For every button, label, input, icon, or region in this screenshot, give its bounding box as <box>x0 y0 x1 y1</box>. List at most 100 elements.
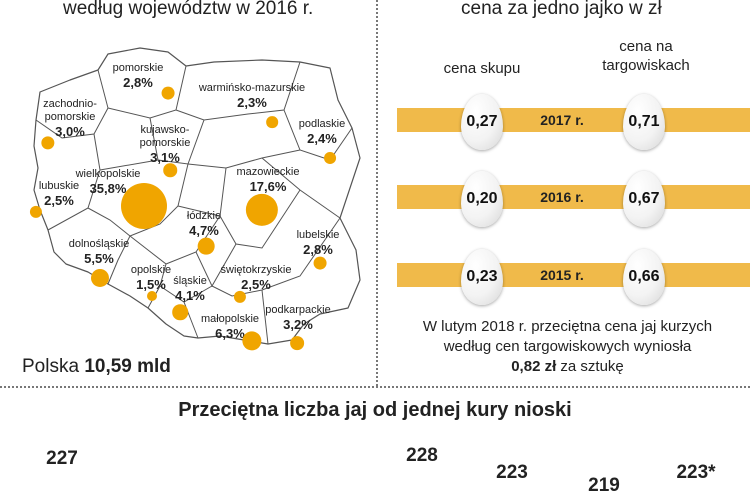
region-value: 2,5% <box>241 277 271 292</box>
region-bubble-zachodnio-pomorskie <box>41 136 55 150</box>
horizontal-divider <box>0 386 750 388</box>
region-name: lubelskie <box>296 229 340 241</box>
price-row-band <box>397 185 750 209</box>
price-row-year: 2015 r. <box>540 267 584 283</box>
region-label-mazowieckie: mazowieckie 17,6% <box>237 166 300 194</box>
region-value: 2,4% <box>307 131 337 146</box>
region-name: dolnośląskie <box>68 238 130 250</box>
region-name: podkarpackie <box>265 304 331 316</box>
poland-map <box>0 40 376 380</box>
price-note-line3: 0,82 zł za sztukę <box>385 357 750 377</box>
price-panel-header: cena za jedno jajko w zł <box>461 0 662 19</box>
region-name-line1: zachodnio- <box>43 98 97 110</box>
region-bubble-pomorskie <box>161 86 175 100</box>
egg-skup-value: 0,23 <box>461 249 503 305</box>
bottom-chart-title: Przeciętna liczba jaj od jednej kury nio… <box>178 399 572 421</box>
price-row-year: 2017 r. <box>540 112 584 128</box>
region-label-podkarpackie: podkarpackie 3,2% <box>265 304 330 332</box>
region-label-podlaskie: podlaskie 2,4% <box>299 118 345 146</box>
region-bubble--dzkie <box>197 237 215 255</box>
region-value: 5,5% <box>84 251 114 266</box>
bar-value-label: 223* <box>676 461 716 483</box>
region-bubble-ma-opolskie <box>242 331 262 351</box>
region-value: 1,5% <box>136 277 166 292</box>
price-note: W lutym 2018 r. przeciętna cena jaj kurz… <box>385 317 750 377</box>
bar-value-label: 219 <box>588 474 620 496</box>
region-name: mazowieckie <box>236 166 300 178</box>
egg-targ-value: 0,67 <box>623 171 665 227</box>
region-name: świętokrzyskie <box>220 264 292 276</box>
col-targ-header: cena na targowiskach <box>602 37 690 75</box>
region-label-wielkopolskie: wielkopolskie 35,8% <box>76 168 141 196</box>
region-bubble-wielkopolskie <box>121 183 167 229</box>
region-bubble-dolno-l-skie <box>90 268 110 288</box>
region-label-ma-opolskie: małopolskie 6,3% <box>201 313 259 341</box>
region-value: 3,0% <box>55 124 85 139</box>
col-targ-header-line2: targowiskach <box>602 57 690 74</box>
region-name: wielkopolskie <box>75 168 141 180</box>
price-note-tail: za sztukę <box>556 358 624 375</box>
egg-skup-value: 0,27 <box>461 94 503 150</box>
region-name-line2: pomorskie <box>139 137 191 149</box>
col-skup-header: cena skupu <box>443 60 521 77</box>
region-value: 17,6% <box>249 179 287 194</box>
region-bubble-opolskie <box>147 291 157 301</box>
region-value: 35,8% <box>89 181 127 196</box>
egg-targ-value: 0,71 <box>623 94 665 150</box>
region-label-pomorskie: pomorskie 2,8% <box>113 62 164 90</box>
map-panel-header: według województw w 2016 r. <box>63 0 314 19</box>
region-value: 2,3% <box>237 95 267 110</box>
region-value: 4,7% <box>189 223 219 238</box>
region-value: 2,8% <box>303 242 333 257</box>
region-label--dzkie: łódzkie 4,7% <box>187 210 221 238</box>
region-value: 2,5% <box>44 193 74 208</box>
region-label-lubelskie: lubelskie 2,8% <box>297 229 340 257</box>
bar-value-label: 228 <box>406 445 438 466</box>
region-name: opolskie <box>130 264 172 276</box>
region-bubble--l-skie <box>172 304 188 320</box>
region-value: 3,1% <box>150 150 180 165</box>
poland-total-label: Polska <box>22 356 80 377</box>
region-bubble-warmi-sko-mazurskie <box>266 116 278 128</box>
region-bubble-lubelskie <box>313 256 327 270</box>
region-bubble-mazowieckie <box>245 193 279 227</box>
region-bubble-podkarpackie <box>290 336 304 350</box>
region-label-lubuskie: lubuskie 2,5% <box>39 180 79 208</box>
region-label-kujawsko-pomorskie: kujawsko-pomorskie 3,1% <box>140 124 191 165</box>
region-label-zachodnio-pomorskie: zachodnio-pomorskie 3,0% <box>43 98 97 139</box>
region-name: podlaskie <box>298 118 346 130</box>
poland-map-outline <box>33 47 361 345</box>
poland-total: Polska 10,59 mld <box>22 356 171 378</box>
bar-value-label: 227 <box>46 448 78 470</box>
region-name: łódzkie <box>186 210 222 222</box>
region-value: 3,2% <box>283 317 313 332</box>
poland-total-value: 10,59 mld <box>84 356 171 377</box>
price-row-year: 2016 r. <box>540 189 584 205</box>
region-label-opolskie: opolskie 1,5% <box>131 264 171 292</box>
region-name: warmińsko-mazurskie <box>198 82 306 94</box>
region-name-line2: pomorskie <box>44 111 96 123</box>
region-name: pomorskie <box>112 62 164 74</box>
egg-targ-value: 0,66 <box>623 249 665 305</box>
price-row-band <box>397 263 750 287</box>
region-label--l-skie: śląskie 4,1% <box>173 275 207 303</box>
region-label--wi-tokrzyskie: świętokrzyskie 2,5% <box>221 264 292 292</box>
region-bubble--wi-tokrzyskie <box>233 290 247 304</box>
region-value: 4,1% <box>175 288 205 303</box>
region-name-line1: kujawsko- <box>140 124 190 136</box>
region-name: lubuskie <box>38 180 80 192</box>
region-value: 2,8% <box>123 75 153 90</box>
region-bubble-lubuskie <box>29 205 43 219</box>
price-note-line2: według cen targowiskowych wyniosła <box>443 338 692 355</box>
price-note-line1: W lutym 2018 r. przeciętna cena jaj kurz… <box>422 318 713 335</box>
region-label-dolno-l-skie: dolnośląskie 5,5% <box>69 238 130 266</box>
region-value: 6,3% <box>215 326 245 341</box>
price-note-value: 0,82 zł <box>511 358 557 375</box>
vertical-divider <box>376 0 378 386</box>
region-name: śląskie <box>173 275 207 287</box>
price-row-band <box>397 108 750 132</box>
region-label-warmi-sko-mazurskie: warmińsko-mazurskie 2,3% <box>199 82 305 110</box>
egg-skup-value: 0,20 <box>461 171 503 227</box>
region-name: małopolskie <box>200 313 260 325</box>
bar-value-label: 223 <box>496 461 528 483</box>
